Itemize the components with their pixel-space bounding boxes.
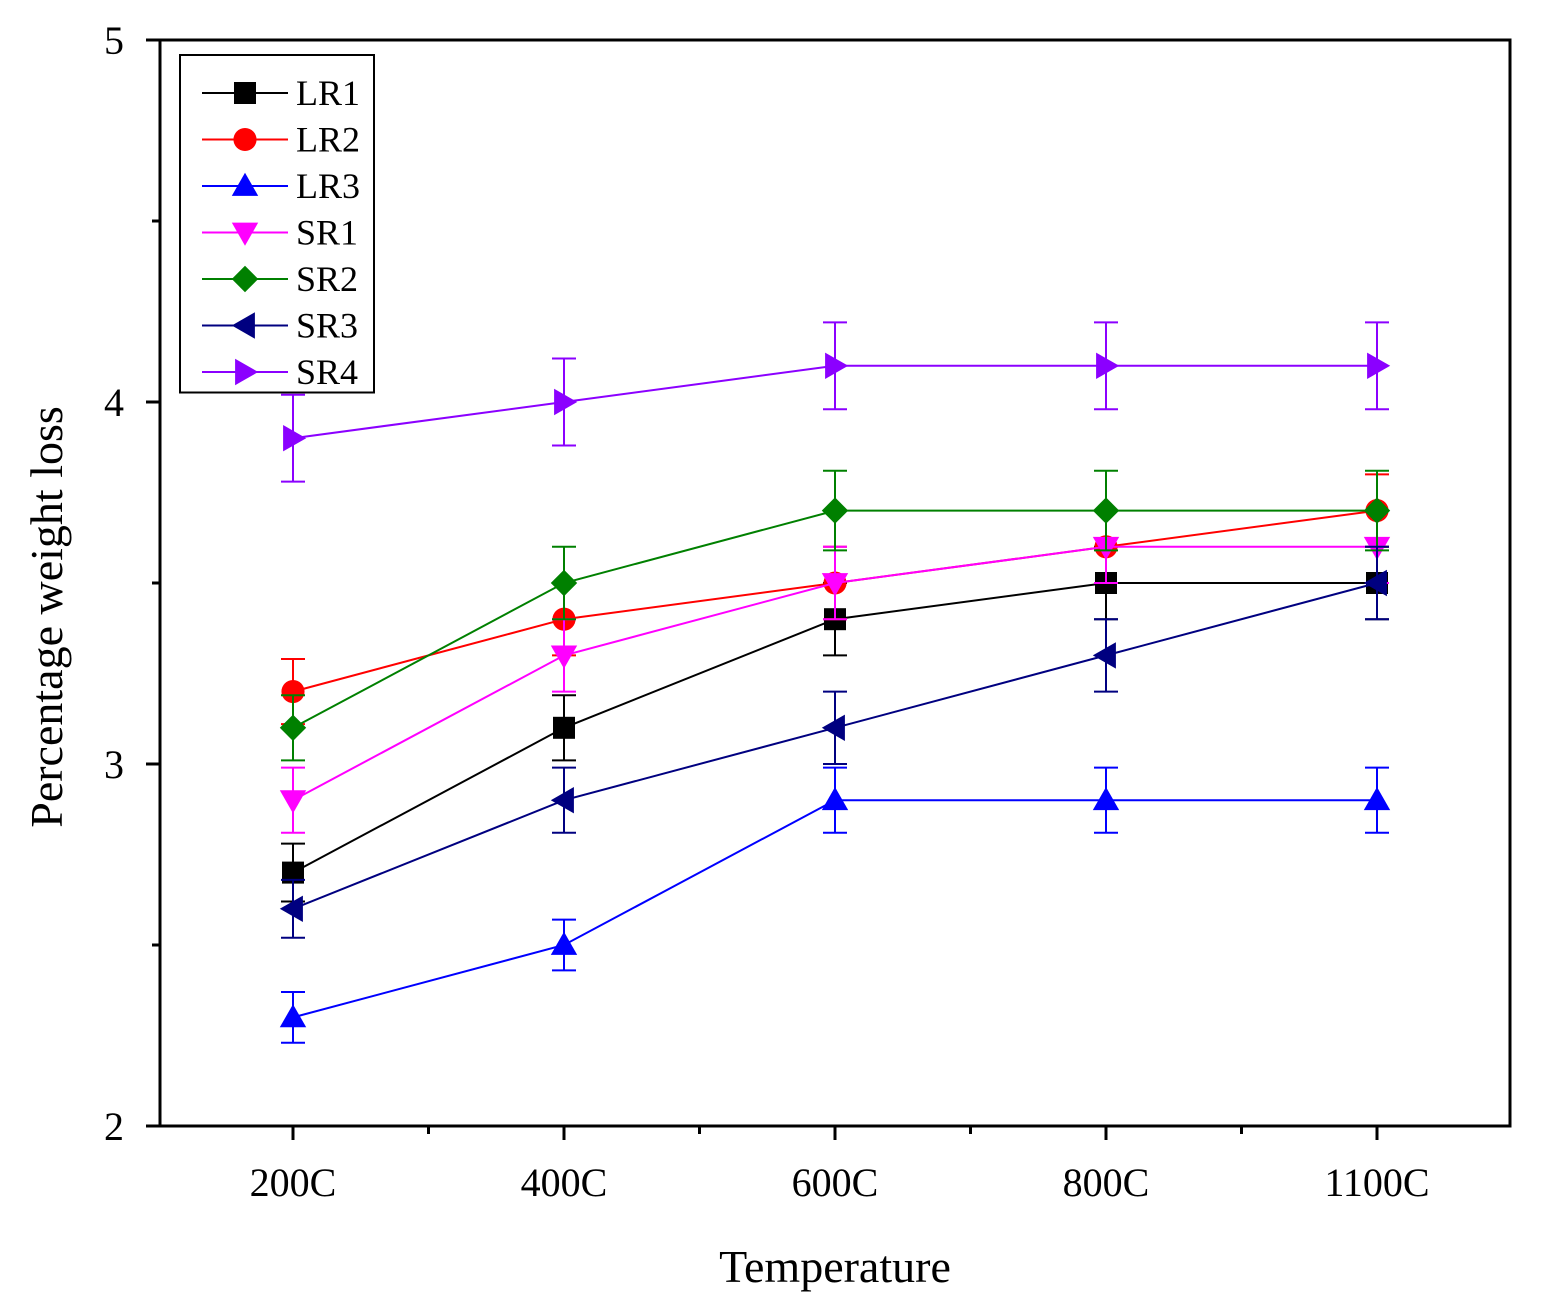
legend-item-lr1: LR1 [202, 73, 360, 113]
y-tick-label: 2 [104, 1104, 124, 1149]
series-layer [279, 321, 1391, 1044]
data-point [1096, 352, 1120, 379]
data-point [1363, 787, 1391, 811]
data-point [283, 425, 307, 452]
series-lr3 [279, 766, 1391, 1044]
x-tick-label: 200C [250, 1160, 337, 1205]
data-point [550, 787, 574, 814]
legend-item-sr3: SR3 [202, 306, 358, 346]
data-point [1367, 352, 1391, 379]
legend-label: SR2 [296, 259, 358, 299]
legend-marker [231, 265, 259, 293]
data-point [1363, 497, 1391, 524]
data-point [279, 790, 307, 814]
legend-marker [231, 172, 259, 196]
data-point [1092, 497, 1120, 524]
data-point [821, 497, 849, 524]
data-point [1092, 787, 1120, 811]
data-point [1363, 569, 1387, 597]
series-sr3 [279, 545, 1389, 939]
legend-label: SR1 [296, 213, 358, 253]
legend-marker [231, 222, 259, 246]
legend-marker [231, 312, 255, 339]
data-point [279, 1004, 307, 1028]
legend-item-sr1: SR1 [202, 213, 358, 253]
data-point [279, 714, 307, 741]
data-point [821, 714, 845, 741]
legend-item-sr4: SR4 [202, 352, 358, 392]
data-point [550, 569, 578, 597]
y-tick-label: 5 [104, 18, 124, 63]
data-point [550, 931, 578, 955]
axes-layer: 2 3 4 5 200C 400C 600C 800C 1100C [104, 18, 1430, 1205]
legend-marker [235, 358, 259, 386]
legend-item-lr2: LR2 [202, 120, 360, 160]
data-point [553, 716, 575, 739]
y-axis-label: Percentage weight loss [21, 406, 72, 828]
x-tick-label: 800C [1063, 1160, 1150, 1205]
data-point [279, 895, 303, 922]
data-point [550, 645, 578, 669]
legend-item-sr2: SR2 [202, 259, 358, 299]
x-tick-label: 600C [792, 1160, 879, 1205]
y-tick-label: 4 [104, 380, 124, 425]
x-tick-label: 400C [521, 1160, 608, 1205]
legend-marker [233, 127, 257, 152]
data-point [821, 787, 849, 811]
legend-label: SR4 [296, 352, 358, 392]
data-point [1092, 642, 1116, 669]
x-axis-label: Temperature [719, 1241, 951, 1292]
data-point [554, 388, 578, 416]
legend: LR1 LR2 LR3 SR1 SR2 SR3 SR4 [179, 54, 375, 394]
legend-marker [234, 82, 256, 104]
legend-label: LR2 [296, 120, 360, 160]
data-point [282, 861, 304, 884]
legend-label: SR3 [296, 306, 358, 346]
y-tick-label: 3 [104, 742, 124, 787]
data-point [821, 573, 849, 597]
data-point [281, 680, 305, 704]
legend-label: LR1 [296, 73, 360, 113]
legend-item-lr3: LR3 [202, 166, 360, 206]
series-sr2 [279, 469, 1391, 762]
series-sr4 [281, 321, 1391, 483]
legend-label: LR3 [296, 166, 360, 206]
data-point [825, 352, 849, 379]
legend-box [179, 54, 375, 394]
series-sr1 [279, 509, 1391, 834]
x-tick-label: 1100C [1324, 1160, 1429, 1205]
